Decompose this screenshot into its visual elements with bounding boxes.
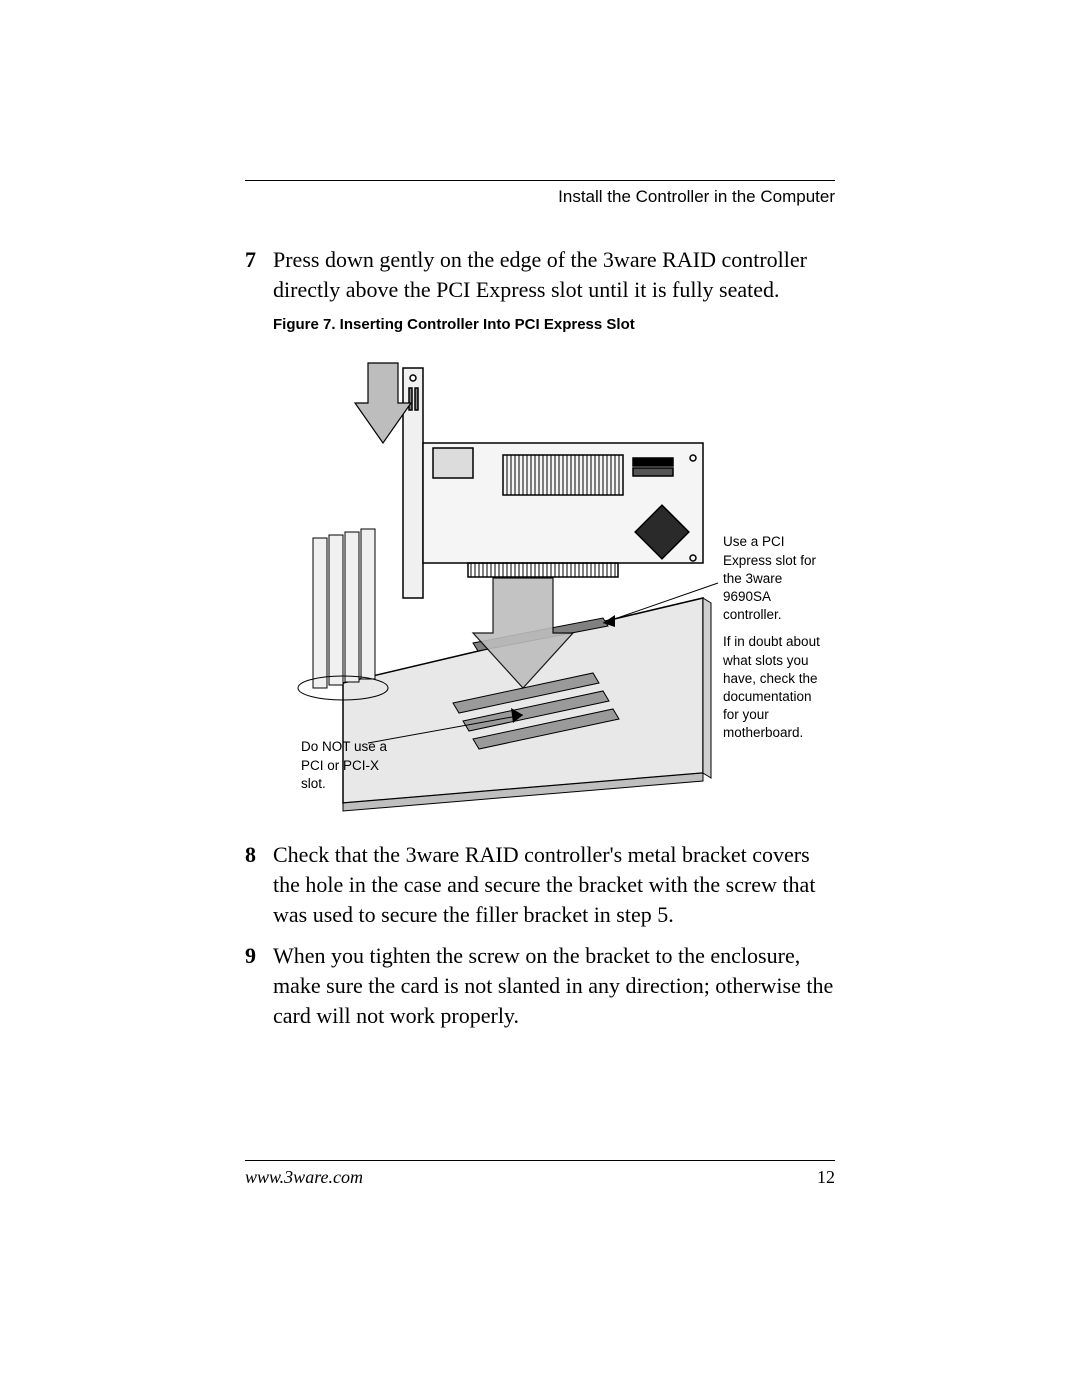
- figure-7: Use a PCI Express slot for the 3ware 969…: [273, 343, 832, 818]
- header-rule: [245, 180, 835, 181]
- step-text: When you tighten the screw on the bracke…: [273, 941, 835, 1030]
- callout-pcie: Use a PCI Express slot for the 3ware 969…: [723, 533, 828, 624]
- figure-caption: Figure 7. Inserting Controller Into PCI …: [273, 316, 835, 333]
- step-9: 9 When you tighten the screw on the brac…: [245, 941, 835, 1030]
- footer-url: www.3ware.com: [245, 1167, 363, 1188]
- step-8: 8 Check that the 3ware RAID controller's…: [245, 840, 835, 929]
- footer-page-number: 12: [817, 1167, 835, 1188]
- step-number: 8: [245, 840, 273, 929]
- step-text: Check that the 3ware RAID controller's m…: [273, 840, 835, 929]
- page-content: Install the Controller in the Computer 7…: [245, 180, 835, 1043]
- step-number: 9: [245, 941, 273, 1030]
- step-number: 7: [245, 245, 273, 304]
- callout-doc: If in doubt about what slots you have, c…: [723, 633, 828, 742]
- callout-pcix: Do NOT use a PCI or PCI-X slot.: [301, 738, 401, 793]
- header-title: Install the Controller in the Computer: [245, 187, 835, 207]
- step-text: Press down gently on the edge of the 3wa…: [273, 245, 835, 304]
- step-7: 7 Press down gently on the edge of the 3…: [245, 245, 835, 304]
- page-footer: www.3ware.com 12: [245, 1160, 835, 1188]
